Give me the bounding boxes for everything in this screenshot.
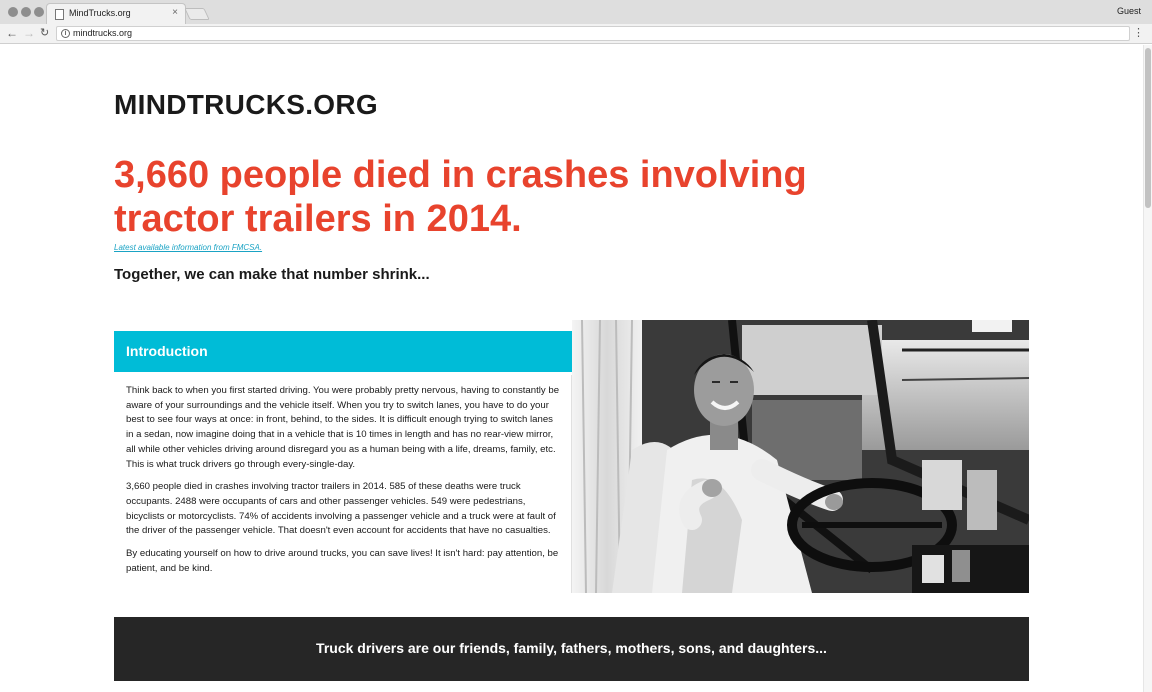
forward-arrow-icon[interactable]: → [23, 26, 35, 40]
url-text[interactable]: mindtrucks.org [73, 28, 133, 38]
address-bar[interactable]: i mindtrucks.org [56, 26, 1130, 41]
page-icon [55, 9, 64, 20]
headline: 3,660 people died in crashes involving t… [114, 154, 807, 240]
kebab-menu-icon[interactable]: ⋮ [1133, 27, 1144, 39]
source-link[interactable]: Latest available information from FMCSA. [114, 243, 263, 252]
intro-body: Think back to when you first started dri… [126, 384, 562, 584]
intro-paragraph: Think back to when you first started dri… [126, 385, 560, 470]
scrollbar-thumb[interactable] [1145, 48, 1151, 208]
intro-header-bar: Introduction [114, 331, 572, 372]
bottom-banner: Truck drivers are our friends, family, f… [114, 617, 1029, 681]
column-divider [571, 375, 572, 593]
profile-label[interactable]: Guest [1116, 6, 1141, 16]
info-icon[interactable]: i [61, 29, 70, 38]
minimize-window-button[interactable] [21, 7, 31, 17]
tab-title: MindTrucks.org [69, 8, 131, 18]
reload-icon[interactable]: ↻ [40, 27, 50, 39]
new-tab-button[interactable] [184, 8, 210, 20]
back-arrow-icon[interactable]: ← [6, 26, 18, 40]
banner-text: Truck drivers are our friends, family, f… [316, 640, 827, 656]
browser-toolbar: ← → ↻ i mindtrucks.org ⋮ [0, 24, 1152, 44]
truck-driver-photo [572, 320, 1029, 593]
intro-paragraph: By educating yourself on how to drive ar… [126, 548, 559, 574]
intro-paragraph: 3,660 people died in crashes involving t… [126, 481, 556, 537]
close-window-button[interactable] [8, 7, 18, 17]
tab-close-icon[interactable]: × [172, 7, 178, 18]
browser-tab[interactable]: MindTrucks.org × [46, 3, 186, 24]
vertical-scrollbar[interactable] [1143, 45, 1152, 692]
tagline: Together, we can make that number shrink… [114, 266, 430, 283]
page-viewport: MINDTRUCKS.ORG 3,660 people died in cras… [0, 45, 1152, 692]
browser-tab-strip: MindTrucks.org × Guest [0, 0, 1152, 24]
truck-driver-illustration [572, 320, 1029, 593]
site-logo[interactable]: MINDTRUCKS.ORG [114, 89, 378, 120]
maximize-window-button[interactable] [34, 7, 44, 17]
intro-heading: Introduction [126, 343, 208, 359]
